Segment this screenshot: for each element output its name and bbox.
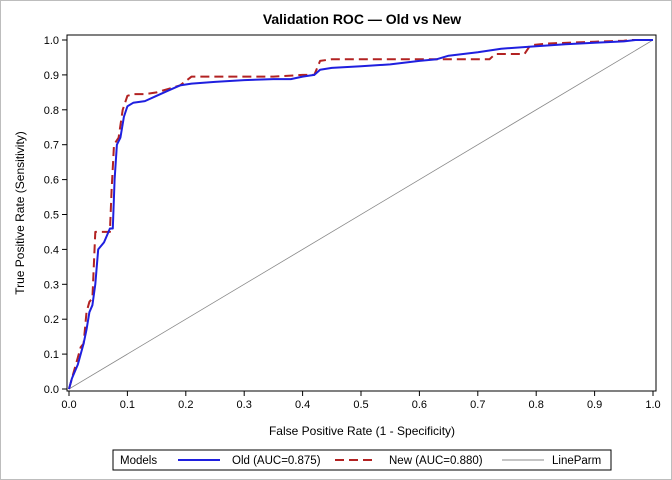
chart-title: Validation ROC — Old vs New [263,11,461,27]
y-tick-label: 0.2 [44,314,59,326]
x-tick-label: 0.2 [178,399,193,411]
y-tick-label: 0.1 [44,349,59,361]
x-tick-label: 0.9 [587,399,602,411]
y-tick-label: 0.7 [44,140,59,152]
legend-label-old: Old (AUC=0.875) [232,455,321,467]
series-layer [68,39,654,390]
series-line-new [68,39,653,390]
plot-area [66,34,657,392]
x-tick-label: 0.7 [470,399,485,411]
y-tick-label: 1.0 [44,35,59,47]
x-tick-label: 0.5 [353,399,368,411]
y-tick-label: 0.9 [44,70,59,82]
y-axis-label: True Positive Rate (Sensitivity) [13,131,27,295]
tick-layer: 0.0 0.1 0.2 0.3 0.4 0.5 0.6 0.7 0.8 0.9 1.0 0.0 0.1 0… [44,35,661,411]
series-line-lineparm [68,39,654,390]
x-tick-label: 0.0 [61,399,76,411]
x-tick-label: 0.3 [237,399,252,411]
y-tick-label: 0.3 [44,279,59,291]
legend: Models Old (AUC=0.875) New (AUC=0.880) L… [112,449,612,471]
x-tick-label: 1.0 [645,399,660,411]
x-tick-label: 0.8 [529,399,544,411]
legend-label-new: New (AUC=0.880) [389,455,483,467]
y-tick-label: 0.8 [44,105,59,117]
y-tick-label: 0.4 [44,244,59,256]
x-tick-label: 0.1 [120,399,135,411]
x-axis-label: False Positive Rate (1 - Specificity) [269,424,455,438]
legend-label-lineparm: LineParm [552,455,601,467]
x-tick-label: 0.4 [295,399,310,411]
series-line-old [68,39,653,390]
legend-title: Models [120,455,157,467]
x-tick-label: 0.6 [412,399,427,411]
y-tick-label: 0.0 [44,384,59,396]
y-tick-label: 0.6 [44,175,59,187]
legend-box [112,449,612,471]
y-tick-label: 0.5 [44,210,59,222]
